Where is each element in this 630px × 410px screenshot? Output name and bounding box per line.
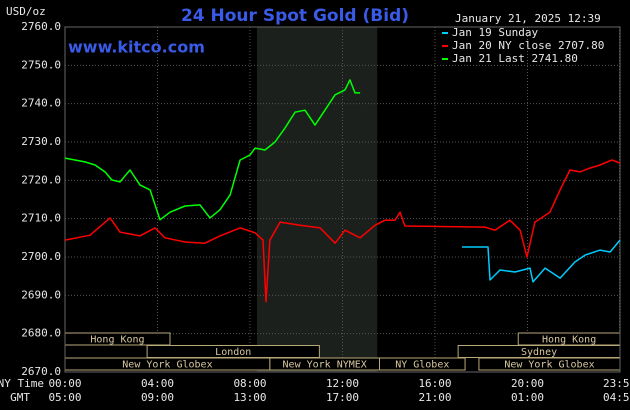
x-tick-label: 08:00 <box>233 377 266 390</box>
x-row-label: GMT <box>10 391 30 404</box>
legend-label: Jan 21 Last 2741.80 <box>452 52 578 65</box>
gmt-tick-label: 09:00 <box>141 391 174 404</box>
x-tick-label: 12:00 <box>326 377 359 390</box>
session-label: Hong Kong <box>542 335 596 346</box>
y-tick-label: 2760.0 <box>21 20 61 33</box>
y-tick-label: 2670.0 <box>21 365 61 378</box>
x-tick-label: 16:00 <box>418 377 451 390</box>
session-label: Hong Kong <box>90 335 144 346</box>
gmt-tick-label: 17:00 <box>326 391 359 404</box>
y-tick-label: 2730.0 <box>21 135 61 148</box>
gmt-tick-label: 04:59 <box>603 391 630 404</box>
timestamp: January 21, 2025 12:39 <box>455 12 601 25</box>
shaded-region <box>256 27 378 372</box>
price-line <box>64 159 621 303</box>
y-tick-label: 2750.0 <box>21 58 61 71</box>
y-tick-label: 2700.0 <box>21 250 61 263</box>
plot-frame <box>64 26 621 373</box>
price-line <box>462 239 621 283</box>
session-label: New York Globex <box>504 360 594 371</box>
session-label: New York NYMEX <box>283 360 367 371</box>
website: www.kitco.com <box>68 38 205 57</box>
session-label: NY Globex <box>395 360 449 371</box>
legend-label: Jan 19 Sunday <box>452 26 538 39</box>
y-tick-label: 2710.0 <box>21 212 61 225</box>
gmt-tick-label: 21:00 <box>418 391 451 404</box>
session-label: Sydney <box>521 347 557 358</box>
x-row-label: NY Time <box>0 377 44 390</box>
y-tick-label: 2680.0 <box>21 327 61 340</box>
gmt-tick-label: 13:00 <box>233 391 266 404</box>
y-tick-label: 2720.0 <box>21 173 61 186</box>
session-bar <box>379 357 466 371</box>
legend-label: Jan 20 NY close 2707.80 <box>452 39 604 52</box>
x-tick-label: 00:00 <box>48 377 81 390</box>
session-label: New York Globex <box>122 360 212 371</box>
chart-title: 24 Hour Spot Gold (Bid) <box>181 6 409 26</box>
x-tick-label: 23:59 <box>603 377 630 390</box>
gmt-tick-label: 05:00 <box>48 391 81 404</box>
price-line <box>64 79 361 221</box>
y-tick-label: 2740.0 <box>21 97 61 110</box>
session-label: London <box>215 347 251 358</box>
x-tick-label: 04:00 <box>141 377 174 390</box>
unit-label: USD/oz <box>6 5 46 18</box>
y-tick-label: 2690.0 <box>21 288 61 301</box>
x-tick-label: 20:00 <box>511 377 544 390</box>
gmt-tick-label: 01:00 <box>511 391 544 404</box>
